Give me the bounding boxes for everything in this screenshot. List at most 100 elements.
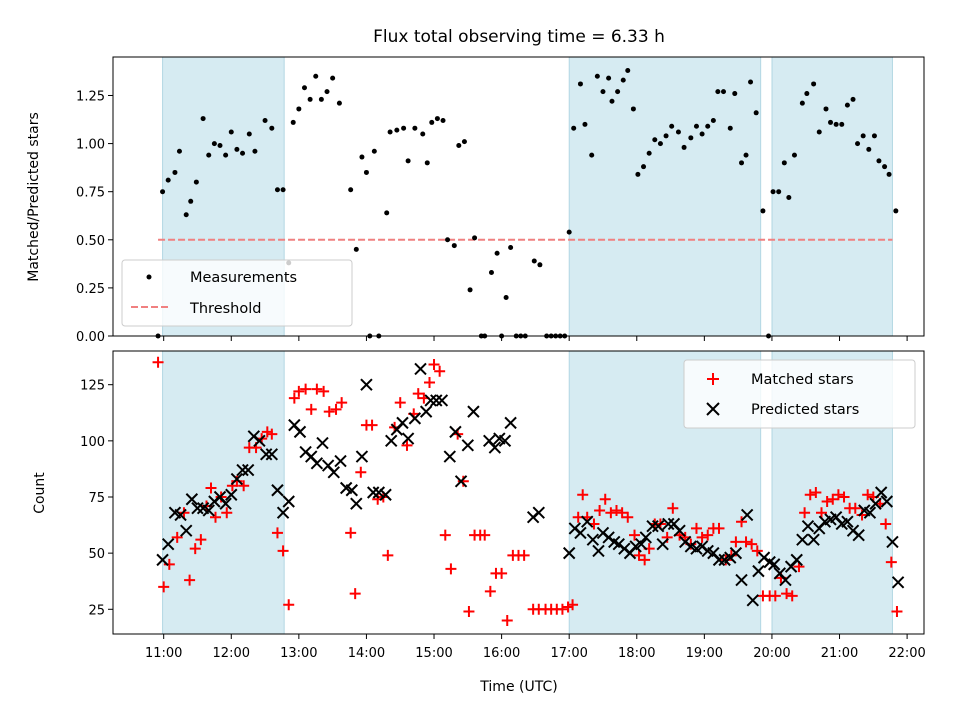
matched-star-point [518, 549, 530, 561]
predicted-star-point [293, 425, 307, 439]
predicted-star-point [779, 573, 792, 587]
predicted-star-point [729, 546, 743, 560]
measurement-point [467, 287, 473, 293]
matched-star-point [152, 356, 164, 368]
matched-star-point [769, 590, 781, 602]
y-tick-label: 0.00 [76, 330, 105, 345]
matched-star-point [238, 480, 250, 492]
y-tick-label: 125 [80, 379, 105, 394]
predicted-star-point [385, 434, 398, 448]
matched-star-point [622, 511, 634, 523]
measurement-point [246, 131, 252, 137]
measurement-point [434, 116, 440, 122]
measurement-point [781, 160, 787, 166]
measurement-point [748, 79, 754, 85]
predicted-star-point [372, 486, 386, 499]
measurement-point [620, 77, 626, 83]
measurement-point [823, 106, 829, 112]
matched-star-point [885, 556, 897, 568]
measurement-point [600, 89, 606, 95]
measurement-point [886, 171, 892, 177]
matched-star-point [849, 502, 861, 514]
matched-star-point [184, 574, 196, 586]
measurement-point [866, 146, 872, 152]
predicted-star-point [271, 484, 284, 497]
measurement-point [882, 164, 888, 170]
measurement-point [269, 125, 275, 131]
measurement-point [715, 89, 721, 95]
legend-measurements-label: Measurements [190, 270, 297, 286]
measurement-point [274, 187, 280, 193]
matched-star-point [594, 504, 606, 516]
measurement-point [732, 91, 738, 97]
matched-star-point [496, 567, 508, 579]
matched-star-point [305, 403, 317, 415]
predicted-star-point [191, 502, 204, 515]
predicted-star-point [408, 412, 422, 425]
measurement-point [776, 189, 782, 195]
measurement-point [488, 270, 494, 276]
predicted-star-point [880, 495, 894, 508]
matched-star-point [355, 466, 367, 478]
measurement-point [566, 229, 572, 235]
predicted-star-point [752, 564, 765, 578]
matched-star-point [633, 549, 645, 561]
matched-star-point [799, 507, 811, 519]
measurement-point [456, 143, 462, 149]
predicted-star-point [449, 425, 462, 439]
measurement-point [743, 152, 749, 158]
matched-star-point [158, 581, 170, 593]
matched-star-point [821, 495, 833, 507]
matched-star-point [195, 534, 207, 546]
measurement-point [727, 125, 733, 131]
measurement-point [615, 89, 621, 95]
measurement-point [571, 125, 577, 131]
matched-star-point [605, 507, 617, 519]
matched-star-point [457, 475, 469, 487]
bottom-legend-frame [683, 359, 916, 429]
measurement-point [531, 258, 537, 264]
matched-star-point [577, 489, 589, 501]
predicted-star-point [488, 441, 502, 454]
matched-star-point [171, 531, 183, 543]
y-tick-label: 0.50 [76, 234, 105, 249]
matched-star-point [349, 588, 361, 600]
x-axis-label: Time (UTC) [479, 679, 557, 695]
predicted-star-point [202, 504, 215, 517]
predicted-star-point [592, 544, 605, 558]
measurement-point [630, 106, 636, 112]
predicted-star-point [841, 515, 854, 528]
measurement-point [353, 246, 359, 252]
measurement-point [188, 198, 194, 204]
measurement-point [663, 133, 669, 139]
matched-star-point [412, 388, 424, 400]
predicted-star-point [635, 537, 648, 551]
measurement-point [336, 100, 342, 106]
y-tick-label: 50 [88, 547, 105, 562]
matched-star-point [484, 585, 496, 597]
predicted-star-point [886, 535, 899, 549]
matched-star-point [751, 545, 763, 557]
measurement-point [420, 131, 426, 137]
predicted-star-point [891, 576, 905, 589]
legend-matched-label: Matched stars [751, 372, 854, 388]
predicted-star-point [656, 537, 669, 551]
matched-star-point [862, 489, 874, 501]
predicted-star-point [746, 594, 759, 607]
measurement-point [855, 141, 861, 147]
matched-star-point [300, 383, 312, 395]
measurement-point [160, 189, 166, 195]
x-tick-label: 21:00 [821, 646, 858, 661]
matched-star-point [434, 365, 446, 377]
matched-star-point [781, 588, 793, 600]
predicted-star-point [801, 519, 815, 533]
measurement-point [183, 212, 189, 218]
matched-star-point [501, 615, 513, 627]
matched-star-point [221, 507, 233, 519]
measurement-point [816, 129, 822, 135]
predicted-star-point [310, 457, 324, 470]
chart-title: Flux total observing time = 6.33 h [373, 27, 665, 47]
top-y-axis-label: Matched/Predicted stars [26, 112, 42, 282]
measurement-point [211, 141, 217, 147]
measurement-point [839, 121, 845, 127]
